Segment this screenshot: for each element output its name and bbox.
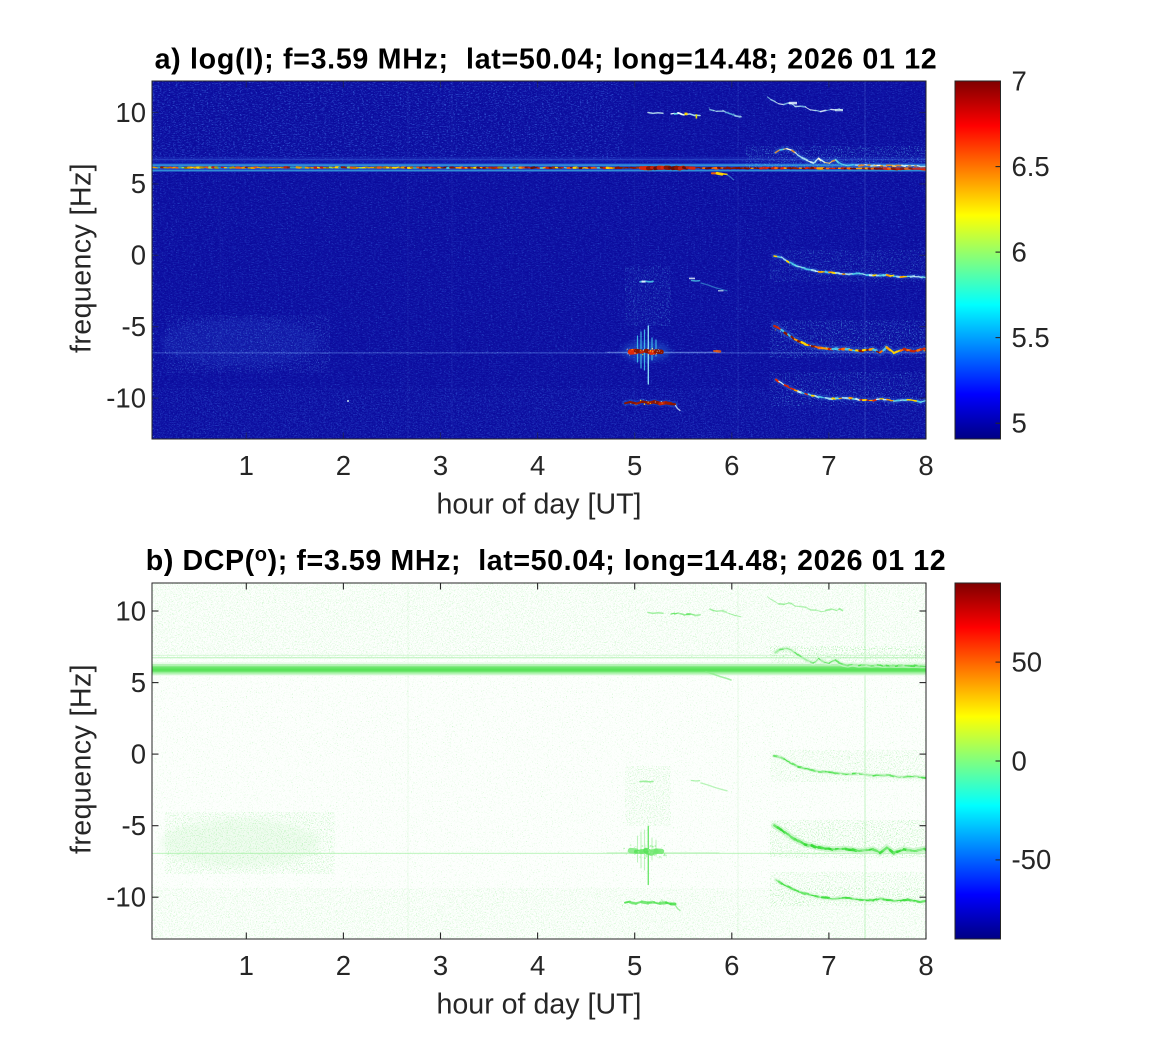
svg-text:3: 3 <box>433 450 448 481</box>
svg-text:1: 1 <box>239 450 254 481</box>
svg-text:5: 5 <box>627 450 642 481</box>
svg-text:-5: -5 <box>122 311 146 342</box>
svg-text:10: 10 <box>115 97 146 128</box>
svg-text:10: 10 <box>115 595 146 626</box>
svg-text:8: 8 <box>918 950 933 981</box>
svg-text:frequency [Hz]: frequency [Hz] <box>66 163 98 353</box>
svg-text:0: 0 <box>1012 745 1027 776</box>
svg-text:-5: -5 <box>122 810 146 841</box>
svg-text:hour of day [UT]: hour of day [UT] <box>436 988 641 1020</box>
svg-text:0: 0 <box>131 240 146 271</box>
svg-text:-10: -10 <box>106 382 146 413</box>
svg-text:6.5: 6.5 <box>1012 151 1050 182</box>
svg-text:3: 3 <box>433 950 448 981</box>
svg-text:5.5: 5.5 <box>1012 322 1050 353</box>
svg-text:1: 1 <box>239 950 254 981</box>
svg-text:7: 7 <box>821 450 836 481</box>
svg-text:6: 6 <box>1012 236 1027 267</box>
svg-text:4: 4 <box>530 450 545 481</box>
svg-text:0: 0 <box>131 738 146 769</box>
svg-text:6: 6 <box>724 450 739 481</box>
svg-text:50: 50 <box>1012 646 1043 677</box>
svg-text:6: 6 <box>724 950 739 981</box>
svg-text:-10: -10 <box>106 882 146 913</box>
svg-text:-50: -50 <box>1012 844 1052 875</box>
svg-text:5: 5 <box>627 950 642 981</box>
svg-text:hour of day [UT]: hour of day [UT] <box>436 488 641 520</box>
svg-text:7: 7 <box>821 950 836 981</box>
svg-text:2: 2 <box>336 950 351 981</box>
svg-text:a) log(I); f=3.59 MHz; lat=50: a) log(I); f=3.59 MHz; lat=50.04; long=1… <box>155 44 938 76</box>
svg-text:b) DCP(o); f=3.59 MHz; lat=50: b) DCP(o); f=3.59 MHz; lat=50.04; long=1… <box>146 544 947 577</box>
svg-text:8: 8 <box>918 450 933 481</box>
svg-text:5: 5 <box>1012 408 1027 439</box>
svg-text:7: 7 <box>1012 65 1027 96</box>
svg-text:2: 2 <box>336 450 351 481</box>
svg-text:frequency [Hz]: frequency [Hz] <box>66 664 98 854</box>
svg-text:4: 4 <box>530 950 545 981</box>
svg-text:5: 5 <box>131 667 146 698</box>
svg-text:5: 5 <box>131 168 146 199</box>
